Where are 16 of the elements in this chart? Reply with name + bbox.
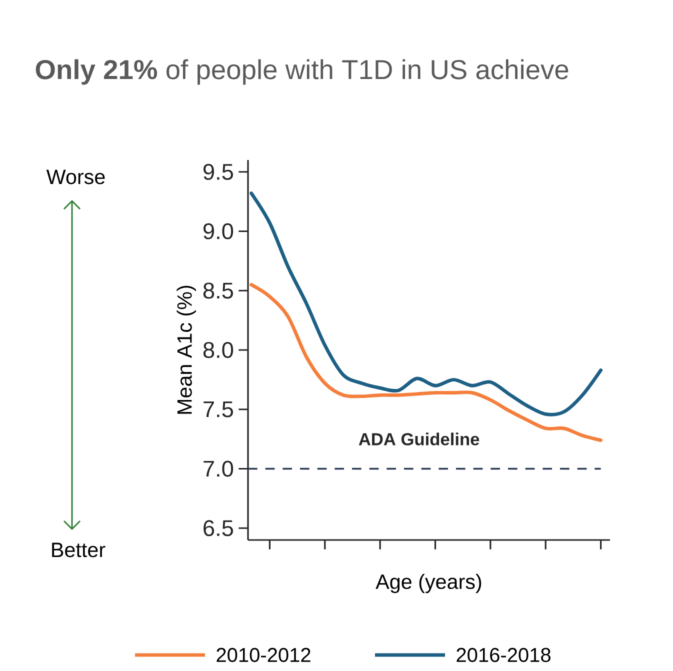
x-axis-title: Age (years) — [376, 574, 482, 594]
y-tick-label: 9.5 — [204, 164, 233, 180]
line-series — [250, 192, 603, 416]
y-tick-label: 8.0 — [203, 342, 234, 358]
y-axis-title: Mean A1c (%) — [176, 286, 196, 414]
y-tick-label: 9.0 — [204, 223, 234, 240]
text: Worse — [46, 170, 105, 184]
y-tick-label: 8.5 — [203, 282, 233, 299]
legend-label: 2010-2012 — [216, 648, 310, 662]
ref-line-label: ADA Guideline — [358, 432, 480, 446]
y-tick-label: 7.0 — [204, 460, 234, 477]
y-tick-label: 7.5 — [204, 401, 233, 418]
legend-label: 2016-2018 — [456, 648, 550, 662]
text: Better — [52, 542, 106, 558]
y-tick-label: 6.5 — [204, 520, 233, 536]
chart-title: Only 21% of people with T1D in US achieve — [36, 59, 568, 85]
